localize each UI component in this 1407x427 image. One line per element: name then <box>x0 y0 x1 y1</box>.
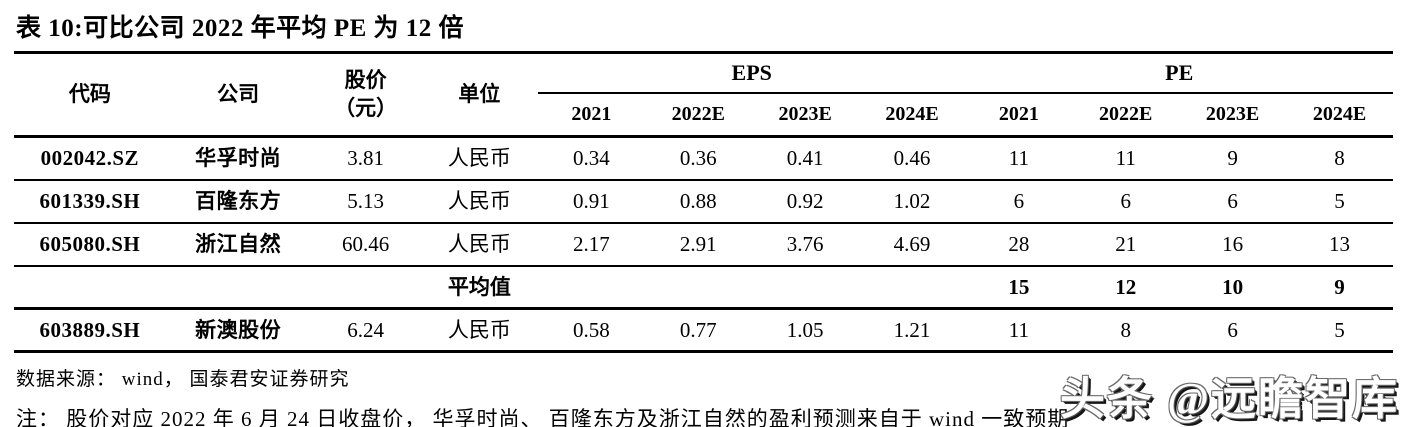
header-eps-group: EPS <box>537 52 966 94</box>
header-pe-2021: 2021 <box>965 92 1073 138</box>
cell-price: 60.46 <box>342 231 390 256</box>
cell-eps-2024e: 1.21 <box>893 317 931 342</box>
cell-eps-2022e: 0.36 <box>679 146 717 171</box>
cell-pe-2023e: 9 <box>1227 146 1238 171</box>
cell-unit: 人民币 <box>447 188 511 213</box>
cell-code: 605080.SH <box>39 231 141 256</box>
table-row: 603889.SH 新澳股份 6.24 人民币 0.58 0.77 1.05 1… <box>14 309 1393 352</box>
cell-pe-2021: 28 <box>1008 231 1030 256</box>
cell-pe-2023e: 16 <box>1222 231 1244 256</box>
header-price-line2: （元） <box>334 95 398 120</box>
header-code: 代码 <box>14 52 166 138</box>
cell-company: 新澳股份 <box>195 317 282 342</box>
data-source-note: 数据来源： wind， 国泰君安证券研究 <box>16 369 350 390</box>
cell-eps-2021 <box>538 266 645 309</box>
cell-pe-2021: 6 <box>1013 188 1025 213</box>
table-row: 002042.SZ 华孚时尚 3.81 人民币 0.34 0.36 0.41 0… <box>14 137 1393 180</box>
cell-price <box>310 266 420 309</box>
cell-code <box>14 266 166 309</box>
cell-pe-2023e: 6 <box>1227 188 1238 213</box>
cell-unit: 人民币 <box>447 231 511 256</box>
table-row: 605080.SH 浙江自然 60.46 人民币 2.17 2.91 3.76 … <box>14 223 1393 266</box>
header-pe-group: PE <box>965 52 1393 94</box>
cell-pe-2022e: 8 <box>1120 317 1131 342</box>
cell-company <box>166 266 311 309</box>
table-row-average: 平均值 15 12 10 9 <box>14 266 1393 309</box>
cell-pe-2022e: 12 <box>1115 274 1137 299</box>
cell-pe-2024e: 5 <box>1334 188 1345 213</box>
header-company: 公司 <box>165 52 311 138</box>
header-eps-2022e: 2022E <box>644 92 752 138</box>
cell-pe-2021: 15 <box>1008 274 1030 299</box>
header-years-row: 2021 2022E 2023E 2024E 2021 2022E 2023E … <box>14 92 1393 138</box>
cell-eps-2023e: 0.92 <box>786 188 824 213</box>
footnote: 注： 股价对应 2022 年 6 月 24 日收盘价， 华孚时尚、 百隆东方及浙… <box>16 407 1070 427</box>
cell-eps-2024e: 4.69 <box>893 231 931 256</box>
cell-eps-2023e: 3.76 <box>786 231 824 256</box>
header-price-line1: 股价 <box>344 68 387 93</box>
cell-eps-2022e <box>645 266 752 309</box>
cell-pe-2023e: 6 <box>1227 317 1238 342</box>
header-eps-2024e: 2024E <box>858 92 966 138</box>
cell-eps-2022e: 0.77 <box>679 317 717 342</box>
cell-eps-2022e: 2.91 <box>679 231 717 256</box>
cell-company: 华孚时尚 <box>195 146 282 171</box>
header-pe-2022e: 2022E <box>1072 92 1180 138</box>
cell-eps-2022e: 0.88 <box>679 188 717 213</box>
cell-eps-2024e: 0.46 <box>893 146 931 171</box>
cell-eps-2023e <box>752 266 859 309</box>
header-group-row: 代码 公司 股价 （元） 单位 EPS PE <box>14 52 1393 138</box>
cell-company: 浙江自然 <box>195 231 282 256</box>
cell-pe-2024e: 13 <box>1329 231 1350 256</box>
cell-eps-2023e: 0.41 <box>786 146 824 171</box>
header-eps-2021: 2021 <box>537 92 645 138</box>
cell-eps-2024e <box>859 266 966 309</box>
cell-pe-2023e: 10 <box>1222 274 1244 299</box>
cell-code: 002042.SZ <box>40 146 140 171</box>
cell-pe-2022e: 21 <box>1115 231 1137 256</box>
cell-eps-2023e: 1.05 <box>786 317 824 342</box>
cell-pe-2024e: 5 <box>1334 317 1345 342</box>
cell-average-label: 平均值 <box>447 274 511 299</box>
comparable-companies-table: 代码 公司 股价 （元） 单位 EPS PE 2021 2022E 2023E … <box>14 51 1393 353</box>
cell-price: 3.81 <box>347 146 384 171</box>
cell-pe-2022e: 11 <box>1115 146 1136 171</box>
header-eps-2023e: 2023E <box>751 92 859 138</box>
cell-price: 5.13 <box>347 188 384 213</box>
cell-code: 603889.SH <box>39 317 141 342</box>
cell-pe-2021: 11 <box>1008 317 1029 342</box>
cell-eps-2021: 0.34 <box>573 146 610 171</box>
cell-unit: 人民币 <box>447 317 511 342</box>
cell-eps-2021: 0.58 <box>573 317 610 342</box>
table-row: 601339.SH 百隆东方 5.13 人民币 0.91 0.88 0.92 1… <box>14 180 1393 223</box>
header-pe-2023e: 2023E <box>1179 92 1286 138</box>
cell-company: 百隆东方 <box>195 188 282 213</box>
cell-unit: 人民币 <box>447 146 511 171</box>
header-unit: 单位 <box>420 52 538 138</box>
cell-pe-2022e: 6 <box>1120 188 1131 213</box>
header-price: 股价 （元） <box>310 52 421 138</box>
cell-eps-2024e: 1.02 <box>893 188 931 213</box>
header-pe-2024e: 2024E <box>1286 92 1393 138</box>
cell-code: 601339.SH <box>39 188 141 213</box>
cell-pe-2024e: 9 <box>1334 274 1345 299</box>
table-title: 表 10:可比公司 2022 年平均 PE 为 12 倍 <box>16 15 465 42</box>
cell-eps-2021: 0.91 <box>573 188 610 213</box>
cell-eps-2021: 2.17 <box>573 231 610 256</box>
watermark-toutiao-yuanzhan: 头条 @远瞻智库 <box>1059 374 1399 424</box>
cell-pe-2021: 11 <box>1008 146 1029 171</box>
cell-pe-2024e: 8 <box>1334 146 1345 171</box>
cell-price: 6.24 <box>347 317 384 342</box>
